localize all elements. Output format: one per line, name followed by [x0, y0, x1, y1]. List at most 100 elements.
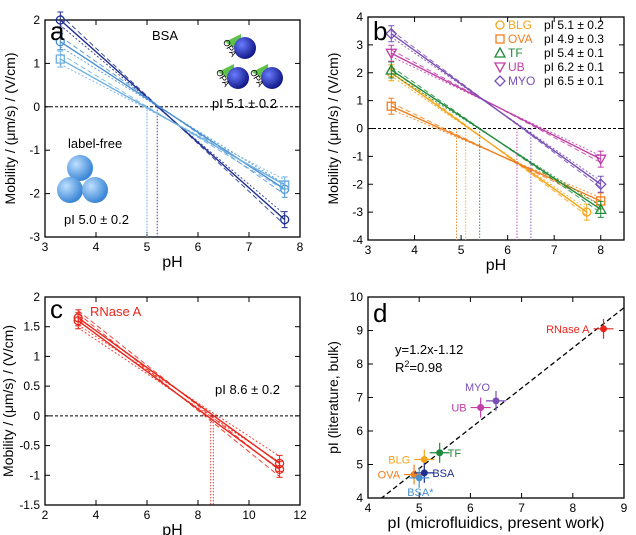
data-point: [594, 154, 607, 166]
sphere: [261, 67, 283, 89]
x-tick-label: 10: [242, 508, 256, 522]
sphere: [227, 67, 249, 89]
data-point: [495, 20, 505, 30]
x-axis-label: pH: [162, 522, 182, 535]
y-tick-label: -3: [352, 205, 363, 219]
x-tick-label: 8: [597, 243, 604, 257]
data-point: [73, 316, 83, 326]
x-axis-label: pH: [486, 257, 506, 274]
y-tick-label: 2: [33, 290, 40, 304]
x-tick-label: 4: [93, 240, 100, 254]
y-tick-label: 8: [356, 357, 363, 371]
series-bound-line: [390, 66, 602, 214]
pi-annotation: pI 8.6 ± 0.2: [215, 382, 280, 397]
legend-series-name: BLG: [508, 18, 532, 32]
x-tick-label: 12: [293, 508, 307, 522]
legend-pi: pI 6.5 ± 0.1: [544, 74, 604, 88]
sphere: [82, 177, 108, 203]
inset-pi-label: pI 5.0 ± 0.2: [64, 212, 129, 227]
x-tick-label: 4: [411, 243, 418, 257]
y-tick-label: 10: [350, 290, 364, 304]
y-tick-label: -1: [29, 468, 40, 482]
series-line: [390, 52, 602, 160]
point-label: UB: [451, 403, 466, 415]
scatter-point: [436, 449, 444, 457]
fit-r2: R2=0.98: [395, 359, 442, 375]
x-tick-label: 8: [569, 501, 576, 515]
fit-equation: y=1.2x-1.12: [395, 342, 463, 357]
y-tick-label: 2: [356, 66, 363, 80]
y-tick-label: 1: [33, 349, 40, 363]
series-bound-line: [390, 75, 588, 210]
legend-entry: UB pI 6.2 ± 0.1: [493, 60, 604, 74]
data-point: [594, 202, 607, 214]
legend-entry: OVA pI 4.9 ± 0.3: [495, 32, 604, 46]
y-tick-label: -1: [352, 149, 363, 163]
inset-pi-label: pI 5.1 ± 0.2: [212, 96, 277, 111]
y-tick-label: 0: [33, 409, 40, 423]
point-label: MYO: [465, 382, 491, 394]
scatter-point-group: OVA: [378, 464, 425, 485]
x-tick-label: 6: [467, 501, 474, 515]
data-point: [280, 180, 290, 190]
series-bound-line: [59, 14, 286, 226]
y-tick-label: -2: [352, 177, 363, 191]
data-point: [55, 15, 65, 25]
series-bound-line: [390, 69, 588, 216]
series-line: [390, 69, 602, 210]
x-tick-label: 6: [144, 508, 151, 522]
data-point: [582, 207, 592, 217]
legend-pi: pI 5.1 ± 0.2: [544, 18, 604, 32]
y-tick-label: -3: [29, 230, 40, 244]
sphere: [234, 37, 256, 59]
y-tick-label: -1.5: [19, 498, 40, 512]
y-tick-label: 0.5: [23, 379, 40, 393]
protein-title: RNase A: [90, 304, 142, 319]
scatter-point-group: UB: [451, 397, 491, 418]
y-axis-label: Mobility / (μm/s) / (V/cm): [325, 53, 341, 205]
data-point: [495, 34, 505, 44]
data-point: [493, 46, 507, 58]
data-point: [55, 37, 65, 47]
point-label: TF: [448, 448, 462, 460]
y-tick-label: 4: [356, 10, 363, 24]
x-tick-label: 3: [42, 240, 49, 254]
x-tick-label: 4: [365, 501, 372, 515]
plot-frame: [44, 19, 301, 238]
data-point: [594, 178, 607, 191]
x-tick-label: 8: [297, 240, 304, 254]
scatter-point-group: BSA*: [407, 467, 434, 499]
series-bound-line: [390, 29, 602, 188]
legend-entry: MYO pI 6.5 ± 0.1: [494, 74, 604, 88]
x-tick-label: 5: [144, 240, 151, 254]
y-tick-label: -1: [29, 143, 40, 157]
legend-series-name: UB: [508, 60, 525, 74]
panel-letter: b: [373, 16, 387, 46]
legend-pi: pI 4.9 ± 0.3: [544, 32, 604, 46]
scatter-point: [492, 397, 500, 405]
legend-entry: TF pI 5.4 ± 0.1: [493, 46, 604, 60]
x-tick-label: 7: [551, 243, 558, 257]
series-bound-line: [391, 109, 601, 199]
y-tick-label: 1: [33, 56, 40, 70]
scatter-point: [420, 455, 428, 463]
data-point: [493, 62, 507, 74]
x-tick-label: 6: [504, 243, 511, 257]
series-bound-line: [59, 24, 286, 215]
y-tick-label: -0.5: [19, 439, 40, 453]
panel-c-rnase-mobility: 2 4 6 8 10 12 -1.5 -1 -0.5 0 0.5 1 1.5 2 pH Mobility / …: [0, 290, 307, 535]
scatter-point-group: MYO: [465, 382, 506, 411]
scatter-point-group: BLG: [388, 449, 435, 470]
series-bound-line: [77, 324, 280, 457]
x-tick-label: 5: [458, 243, 465, 257]
y-tick-label: 3: [356, 38, 363, 52]
data-point: [385, 48, 398, 60]
point-label: RNase A: [546, 324, 590, 336]
fit-r2-value: =0.98: [409, 360, 442, 375]
panel-a-bsa-mobility: 3 4 5 6 7 8 -3 -2 -1 0 1 2 pH Mobility / (μm/s) / (V/…: [2, 11, 304, 271]
panel-b-proteins-mobility: 3 4 5 6 7 8 -4 -3 -2 -1 0 1 2 3 4 pH Mobility / (μm/s) /…: [325, 10, 625, 274]
y-tick-label: 9: [356, 324, 363, 338]
y-tick-label: 5: [356, 458, 363, 472]
scatter-point-group: BSA: [414, 462, 455, 483]
